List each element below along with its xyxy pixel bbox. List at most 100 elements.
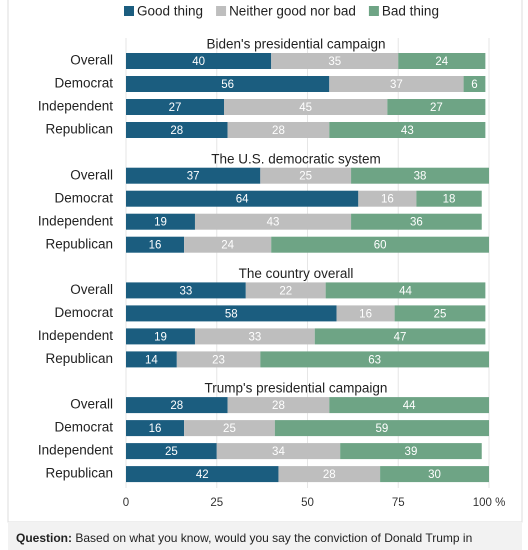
- category-label: Independent: [38, 443, 113, 458]
- bar-segment: [184, 420, 275, 437]
- value-label: 56: [221, 79, 234, 91]
- bar-segment: [463, 76, 486, 92]
- bar-segment: [126, 305, 337, 322]
- x-tick-label: 100 %: [473, 497, 506, 509]
- bar-segment: [194, 213, 352, 230]
- footer-text: Based on what you know, would you say th…: [75, 531, 472, 545]
- value-label: 25: [434, 308, 447, 320]
- value-label: 36: [410, 217, 423, 229]
- bar-segment: [340, 443, 482, 460]
- bar-segment: [325, 282, 486, 299]
- bar-segment: [398, 53, 486, 69]
- value-label: 64: [236, 194, 249, 206]
- category-label: Democrat: [54, 76, 113, 91]
- bar-segment: [126, 99, 225, 115]
- value-label: 33: [248, 331, 261, 343]
- value-label: 28: [272, 400, 285, 412]
- value-label: 28: [170, 400, 183, 412]
- value-label: 44: [399, 285, 412, 297]
- value-label: 16: [149, 423, 162, 435]
- value-label: 18: [443, 194, 456, 206]
- bar-segment: [274, 420, 489, 437]
- bar-segment: [126, 167, 261, 184]
- value-label: 28: [272, 125, 285, 137]
- footer-band: [8, 522, 522, 550]
- bar-segment: [227, 397, 330, 414]
- value-label: 37: [187, 171, 200, 183]
- bar-segment: [260, 167, 352, 184]
- bar-segment: [394, 305, 486, 322]
- value-label: 63: [368, 354, 381, 366]
- bar-segment: [329, 76, 464, 92]
- category-label: Republican: [45, 122, 113, 137]
- value-label: 59: [376, 423, 389, 435]
- bar-segment: [126, 328, 195, 345]
- x-tick-label: 75: [392, 497, 405, 509]
- value-label: 39: [405, 446, 418, 458]
- value-label: 24: [435, 56, 448, 68]
- legend-label: Bad thing: [382, 4, 439, 19]
- legend-swatch: [368, 6, 379, 16]
- category-label: Democrat: [54, 420, 113, 435]
- bar-segment: [245, 282, 326, 299]
- value-label: 28: [170, 125, 183, 137]
- value-label: 58: [225, 308, 238, 320]
- bar-segment: [271, 53, 399, 69]
- value-label: 47: [394, 331, 407, 343]
- value-label: 22: [279, 285, 292, 297]
- bar-segment: [336, 305, 395, 322]
- value-label: 16: [381, 194, 394, 206]
- value-label: 25: [165, 446, 178, 458]
- value-label: 28: [323, 469, 336, 481]
- bar-segment: [126, 466, 279, 483]
- category-label: Republican: [45, 466, 113, 481]
- footer: Question: Based on what you know, would …: [16, 531, 472, 545]
- bar-segment: [126, 190, 359, 207]
- bar-segment: [126, 282, 246, 299]
- value-label: 33: [179, 285, 192, 297]
- category-label: Independent: [38, 213, 113, 228]
- value-label: 42: [196, 469, 209, 481]
- bar-segment: [380, 466, 489, 483]
- panel-title: Biden's presidential campaign: [207, 37, 386, 52]
- value-label: 60: [374, 240, 387, 252]
- category-label: Democrat: [54, 190, 113, 205]
- panel-title: The U.S. democratic system: [211, 151, 381, 166]
- bar-segment: [224, 99, 388, 115]
- bar-segment: [314, 328, 486, 345]
- value-label: 40: [192, 56, 205, 68]
- bar-segment: [278, 466, 381, 483]
- value-label: 24: [221, 240, 234, 252]
- value-label: 27: [430, 102, 443, 114]
- category-label: Independent: [38, 328, 113, 343]
- bar-segment: [126, 397, 228, 414]
- panel-title: Trump's presidential campaign: [205, 381, 388, 396]
- value-label: 25: [223, 423, 236, 435]
- bar-segment: [351, 213, 482, 230]
- value-label: 30: [428, 469, 441, 481]
- value-label: 14: [145, 354, 158, 366]
- bar-segment: [126, 53, 272, 69]
- category-label: Independent: [38, 99, 113, 114]
- value-label: 23: [212, 354, 225, 366]
- legend-swatch: [216, 6, 227, 16]
- bar-segment: [260, 351, 489, 368]
- value-label: 35: [328, 56, 341, 68]
- category-label: Democrat: [54, 305, 113, 320]
- value-label: 6: [471, 79, 477, 91]
- category-label: Republican: [45, 351, 113, 366]
- category-label: Overall: [70, 53, 113, 68]
- category-label: Overall: [70, 397, 113, 412]
- legend-label: Neither good nor bad: [229, 4, 356, 19]
- bar-segment: [194, 328, 315, 345]
- panel-title: The country overall: [239, 266, 354, 281]
- value-label: 37: [390, 79, 403, 91]
- bar-segment: [126, 213, 195, 230]
- category-label: Overall: [70, 167, 113, 182]
- bar-segment: [184, 236, 272, 253]
- value-label: 27: [169, 102, 182, 114]
- bar-segment: [358, 190, 417, 207]
- x-tick-label: 25: [210, 497, 223, 509]
